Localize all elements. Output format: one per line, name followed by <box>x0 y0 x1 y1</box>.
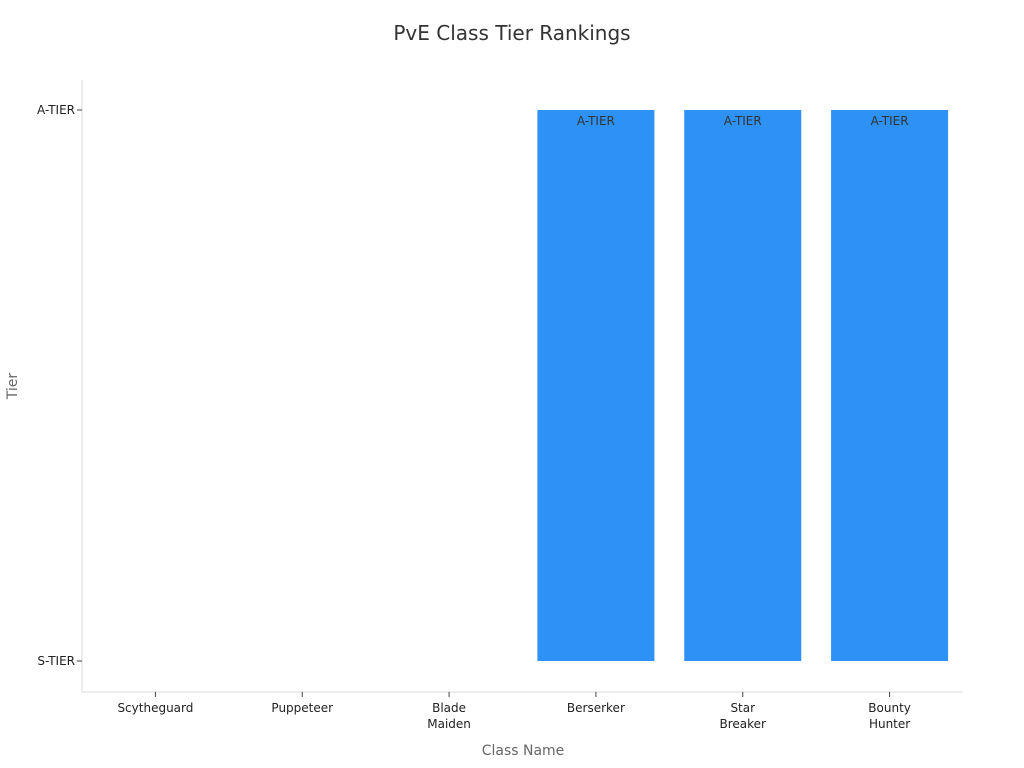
bar <box>831 110 949 661</box>
x-axis-title: Class Name <box>482 743 565 759</box>
y-tick-label: A-TIER <box>37 103 75 117</box>
bar-data-label: A-TIER <box>871 114 909 128</box>
bar-data-label: A-TIER <box>724 114 762 128</box>
x-tick-label: Puppeteer <box>271 701 333 715</box>
x-tick-label: Star Breaker <box>720 701 767 731</box>
x-tick-label-line: Scytheguard <box>117 701 193 715</box>
bar <box>684 110 802 661</box>
bar-data-label: A-TIER <box>577 114 615 128</box>
x-tick-label-line: Hunter <box>869 717 910 731</box>
x-tick-label-line: Puppeteer <box>271 701 333 715</box>
x-tick-label-line: Berserker <box>567 701 625 715</box>
x-tick-label: Scytheguard <box>117 701 193 715</box>
y-tick-label: S-TIER <box>37 654 75 668</box>
plot-area: S-TIER A-TIER Scytheguard Puppeteer Blade Mai… <box>37 103 949 731</box>
x-tick-label-line: Bounty <box>868 701 911 715</box>
x-tick-label-line: Maiden <box>427 717 471 731</box>
x-tick-label-line: Star <box>730 701 755 715</box>
x-tick-label: Berserker <box>567 701 625 715</box>
x-tick-label-line: Blade <box>432 701 466 715</box>
bar <box>537 110 655 661</box>
y-axis-title: Tier <box>5 373 21 401</box>
x-tick-label: Bounty Hunter <box>868 701 911 731</box>
chart-title: PvE Class Tier Rankings <box>393 21 630 45</box>
x-tick-label: Blade Maiden <box>427 701 471 731</box>
x-tick-label-line: Breaker <box>720 717 767 731</box>
